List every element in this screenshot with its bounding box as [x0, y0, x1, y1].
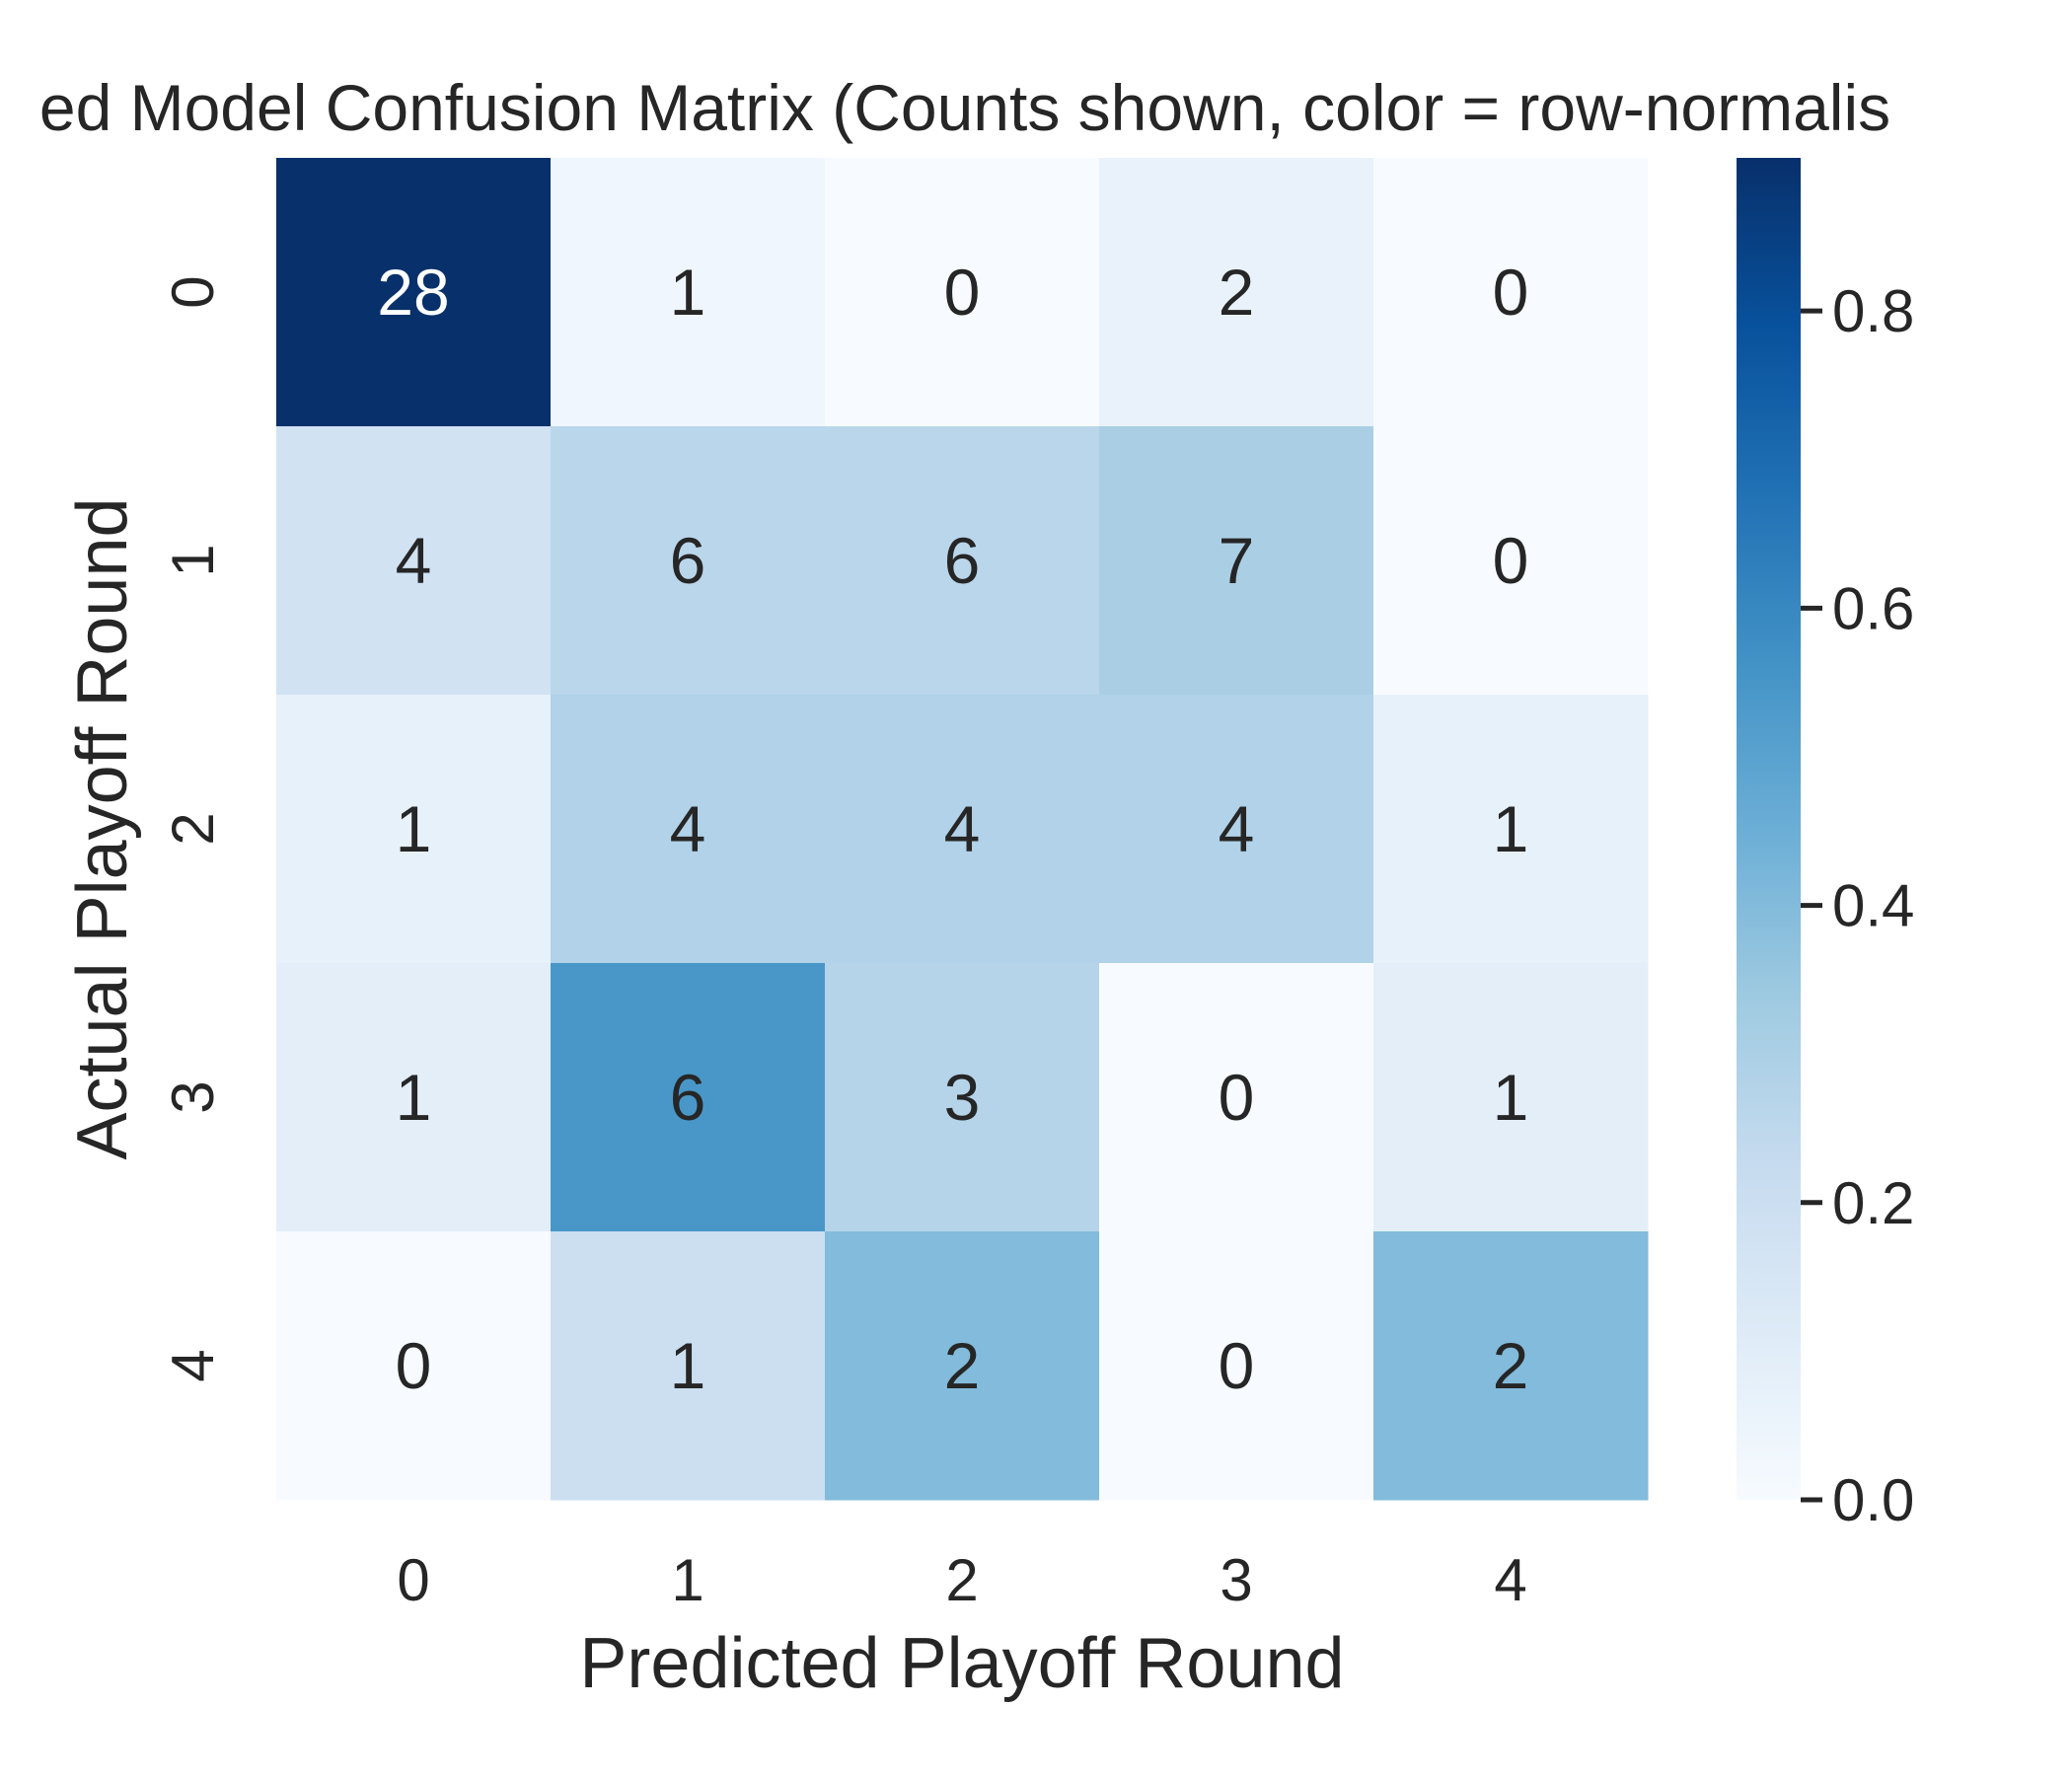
heatmap-cell — [1373, 158, 1649, 427]
heatmap-cell — [276, 158, 552, 427]
y-tick-label: 4 — [160, 1349, 226, 1381]
cell-count-label: 6 — [944, 524, 981, 597]
heatmap-cell — [551, 158, 826, 427]
heatmap-cell — [1099, 1231, 1374, 1501]
heatmap-cell — [276, 426, 552, 696]
x-tick-label: 3 — [1220, 1547, 1252, 1613]
colorbar-tick-label: 0.4 — [1832, 873, 1914, 939]
x-axis-label: Predicted Playoff Round — [579, 1624, 1344, 1703]
heatmap-cell — [551, 963, 826, 1232]
y-tick-label: 2 — [160, 812, 226, 845]
cell-count-label: 1 — [1493, 1061, 1529, 1134]
cell-count-label: 0 — [1219, 1329, 1255, 1402]
x-tick-labels: 0 1 2 3 4 — [397, 1547, 1526, 1613]
cell-count-label: 2 — [1493, 1329, 1529, 1402]
cell-count-label: 4 — [1219, 792, 1255, 865]
heatmap-cell — [1373, 695, 1649, 964]
x-tick-label: 0 — [397, 1547, 429, 1613]
heatmap-cell — [1099, 426, 1374, 696]
heatmap-cell — [551, 695, 826, 964]
y-tick-label: 1 — [160, 544, 226, 576]
colorbar-tick-label: 0.8 — [1832, 278, 1914, 344]
chart-title: ed Model Confusion Matrix (Counts shown,… — [39, 71, 1890, 144]
colorbar-ticks: 0.0 0.2 0.4 0.6 0.8 — [1801, 278, 1914, 1533]
y-axis-label: Actual Playoff Round — [63, 497, 142, 1159]
cell-count-label: 2 — [1219, 256, 1255, 329]
heatmap-cell — [825, 158, 1100, 427]
heatmap-cell — [1099, 695, 1374, 964]
heatmap-cell — [276, 963, 552, 1232]
heatmap-cell — [825, 963, 1100, 1232]
colorbar-tick-label: 0.2 — [1832, 1170, 1914, 1236]
cell-count-label: 4 — [396, 524, 432, 597]
colorbar — [1737, 158, 1801, 1500]
y-tick-label: 0 — [160, 275, 226, 308]
cell-count-label: 0 — [1219, 1061, 1255, 1134]
cell-count-label: 28 — [377, 256, 449, 329]
heatmap-cell — [825, 695, 1100, 964]
x-tick-label: 2 — [945, 1547, 978, 1613]
heatmap-cell — [276, 695, 552, 964]
heatmap-cell — [1373, 1231, 1649, 1501]
cell-count-label: 1 — [396, 792, 432, 865]
heatmap-cell — [1099, 158, 1374, 427]
cell-count-label: 0 — [1493, 524, 1529, 597]
cell-count-label: 1 — [396, 1061, 432, 1134]
heatmap-cell — [1373, 426, 1649, 696]
cell-count-label: 0 — [944, 256, 981, 329]
heatmap-cell — [551, 1231, 826, 1501]
cell-count-label: 7 — [1219, 524, 1255, 597]
x-tick-label: 1 — [671, 1547, 703, 1613]
cell-count-label: 4 — [670, 792, 706, 865]
cell-count-label: 4 — [944, 792, 981, 865]
heatmap-cell — [1099, 963, 1374, 1232]
heatmap-cell — [825, 1231, 1100, 1501]
cell-count-label: 1 — [670, 1329, 706, 1402]
heatmap-cells: 28 1 0 2 0 4 6 6 7 0 1 4 4 4 1 1 6 3 0 1 0 1 2 0 2 — [276, 158, 1649, 1501]
heatmap-cell — [276, 1231, 552, 1501]
cell-count-label: 0 — [396, 1329, 432, 1402]
heatmap-cell — [551, 426, 826, 696]
cell-count-label: 6 — [670, 1061, 706, 1134]
cell-count-label: 1 — [1493, 792, 1529, 865]
colorbar-tick-label: 0.6 — [1832, 575, 1914, 641]
heatmap-cell — [1373, 963, 1649, 1232]
colorbar-tick-label: 0.0 — [1832, 1467, 1914, 1533]
cell-count-label: 2 — [944, 1329, 981, 1402]
cell-count-label: 6 — [670, 524, 706, 597]
cell-count-label: 0 — [1493, 256, 1529, 329]
heatmap-cell — [825, 426, 1100, 696]
y-tick-labels: 0 1 2 3 4 — [160, 275, 226, 1381]
cell-count-label: 3 — [944, 1061, 981, 1134]
cell-count-label: 1 — [670, 256, 706, 329]
y-tick-label: 3 — [160, 1080, 226, 1113]
x-tick-label: 4 — [1494, 1547, 1526, 1613]
